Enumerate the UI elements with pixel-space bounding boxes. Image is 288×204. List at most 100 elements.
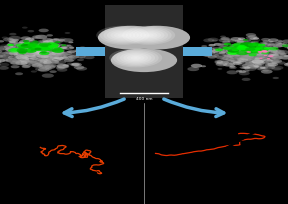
Circle shape: [214, 53, 226, 58]
Circle shape: [237, 57, 247, 61]
Circle shape: [223, 61, 230, 63]
Circle shape: [264, 44, 270, 47]
Circle shape: [74, 54, 86, 58]
Circle shape: [240, 53, 251, 56]
Circle shape: [46, 51, 55, 54]
Circle shape: [244, 45, 254, 49]
Circle shape: [0, 61, 1, 64]
Circle shape: [219, 62, 224, 64]
Circle shape: [46, 58, 53, 61]
Circle shape: [26, 44, 37, 48]
Circle shape: [48, 42, 56, 45]
Circle shape: [256, 50, 263, 52]
Circle shape: [191, 64, 202, 68]
Circle shape: [30, 61, 36, 63]
Circle shape: [248, 49, 255, 51]
Circle shape: [33, 45, 41, 48]
Circle shape: [35, 44, 45, 48]
Circle shape: [220, 51, 227, 53]
Circle shape: [57, 68, 67, 72]
Circle shape: [62, 64, 69, 67]
Circle shape: [239, 70, 246, 73]
Circle shape: [9, 45, 16, 48]
Circle shape: [27, 61, 33, 63]
Circle shape: [67, 44, 71, 46]
Circle shape: [43, 53, 54, 58]
Circle shape: [214, 43, 221, 46]
Circle shape: [116, 51, 155, 65]
Circle shape: [38, 54, 43, 56]
Circle shape: [45, 65, 56, 69]
Circle shape: [50, 46, 58, 49]
Circle shape: [240, 46, 251, 50]
Circle shape: [18, 42, 29, 46]
Circle shape: [29, 57, 41, 61]
Circle shape: [0, 49, 2, 54]
Circle shape: [0, 54, 7, 58]
Circle shape: [261, 38, 270, 41]
Circle shape: [261, 57, 269, 60]
Circle shape: [70, 63, 82, 67]
Circle shape: [227, 46, 234, 49]
Circle shape: [245, 61, 254, 65]
Circle shape: [42, 67, 52, 70]
Circle shape: [13, 47, 20, 50]
Circle shape: [269, 47, 278, 50]
Circle shape: [248, 60, 254, 62]
Circle shape: [16, 53, 23, 55]
Circle shape: [242, 44, 251, 48]
Circle shape: [218, 43, 228, 47]
Circle shape: [238, 51, 245, 53]
Circle shape: [43, 52, 53, 55]
Circle shape: [52, 52, 61, 56]
Circle shape: [34, 53, 45, 57]
Circle shape: [143, 33, 154, 37]
Circle shape: [241, 55, 251, 59]
Circle shape: [197, 49, 210, 53]
Circle shape: [260, 60, 265, 61]
Circle shape: [253, 52, 261, 55]
Circle shape: [246, 53, 255, 56]
Circle shape: [3, 48, 10, 50]
Circle shape: [62, 53, 70, 56]
Circle shape: [75, 49, 86, 53]
Circle shape: [234, 53, 244, 57]
Circle shape: [31, 47, 37, 49]
Circle shape: [32, 63, 43, 67]
Circle shape: [56, 66, 65, 70]
Circle shape: [239, 49, 245, 51]
Circle shape: [272, 62, 277, 64]
Circle shape: [30, 51, 42, 56]
Circle shape: [233, 42, 245, 47]
Circle shape: [248, 47, 256, 49]
Circle shape: [231, 48, 238, 51]
Circle shape: [52, 42, 60, 45]
Circle shape: [236, 43, 241, 45]
Circle shape: [42, 45, 54, 49]
Circle shape: [50, 60, 59, 63]
Circle shape: [246, 33, 256, 37]
Circle shape: [242, 78, 251, 81]
Circle shape: [29, 45, 38, 48]
Circle shape: [247, 47, 257, 51]
Circle shape: [259, 67, 266, 69]
Circle shape: [254, 63, 260, 65]
Circle shape: [268, 49, 278, 53]
Circle shape: [41, 63, 46, 64]
Circle shape: [25, 51, 33, 54]
Circle shape: [29, 46, 40, 49]
Circle shape: [259, 42, 268, 45]
Bar: [76, 47, 105, 56]
Circle shape: [260, 47, 269, 50]
Circle shape: [38, 62, 51, 66]
Circle shape: [18, 46, 28, 50]
Circle shape: [11, 46, 16, 48]
Circle shape: [259, 58, 263, 59]
Circle shape: [260, 57, 269, 60]
Circle shape: [230, 46, 236, 48]
Circle shape: [272, 77, 279, 79]
Circle shape: [7, 42, 18, 46]
Bar: [183, 47, 212, 56]
Circle shape: [48, 44, 60, 48]
Circle shape: [8, 48, 20, 53]
